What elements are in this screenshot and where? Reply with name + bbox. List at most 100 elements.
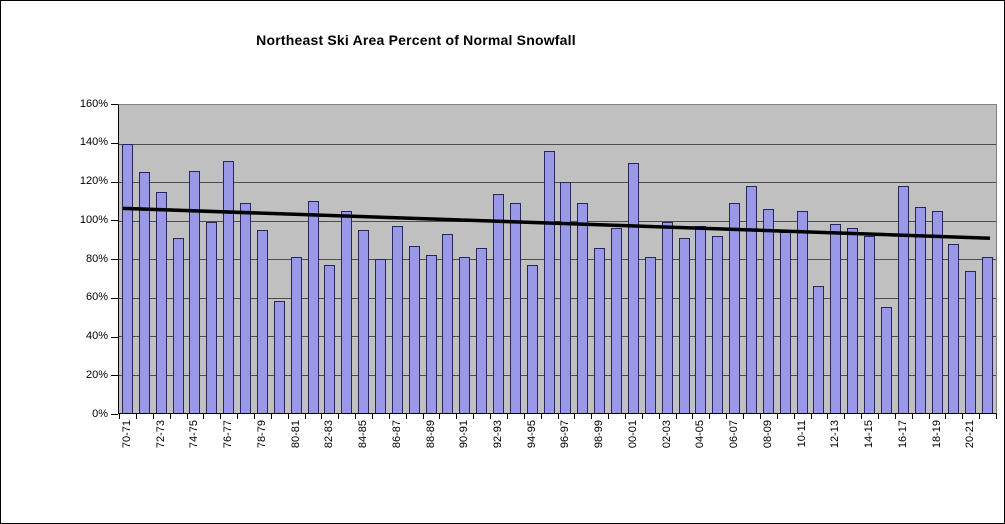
gridline [119,220,996,222]
x-axis-tick [928,414,930,419]
bar [627,162,639,413]
bar [189,170,201,413]
bar [442,234,454,413]
x-axis-tick [658,414,660,419]
bar [240,203,251,413]
x-axis-tick [675,414,677,419]
x-axis-label: 98-99 [593,420,606,449]
y-axis-label: 160% [79,97,108,110]
y-axis-tick [111,297,118,299]
gridline [119,143,996,145]
bar [813,286,825,413]
bar [931,210,943,413]
bar [577,203,589,413]
x-axis-label: 70-71 [120,420,133,449]
x-axis-tick [557,414,559,419]
bar [341,210,353,413]
x-axis-label: 10-11 [795,420,808,448]
bar [408,245,420,413]
x-axis-tick [203,414,205,419]
bar [273,301,285,413]
x-axis-tick [743,414,744,419]
x-axis-tick [641,414,643,419]
bar [948,243,960,413]
x-axis-label: 18-19 [930,420,943,449]
x-axis-tick [304,414,306,419]
x-axis-tick [388,414,390,419]
x-axis-tick [439,414,441,419]
x-axis-label: 20-21 [964,420,977,449]
x-axis-tick [372,414,373,419]
bar [256,230,268,413]
x-axis-tick [692,414,694,419]
bar [206,222,218,413]
x-axis-tick [810,414,812,419]
y-axis-label: 80% [85,252,108,265]
x-axis-tick [827,414,829,419]
y-axis-label: 100% [79,213,108,226]
bar [897,185,909,413]
x-axis-tick [355,414,357,419]
bar [762,209,774,413]
y-axis-label: 140% [79,136,108,149]
x-axis-label: 84-85 [357,420,369,449]
gridline [119,297,996,299]
x-axis-tick [793,414,795,419]
y-axis-tick [111,142,118,144]
x-axis-tick [996,414,997,419]
bar [982,257,994,413]
x-axis-label: 16-17 [896,420,909,449]
bar [965,270,977,413]
x-axis-tick [726,414,728,419]
x-axis-tick [237,414,239,419]
x-axis-label: 78-79 [255,420,268,449]
x-axis-label: 04-05 [694,420,707,449]
x-axis-tick [270,414,272,419]
bar [391,226,403,413]
x-axis-label: 92-93 [492,420,504,449]
bar [155,191,167,413]
chart-title: Northeast Ski Area Percent of Normal Sno… [256,32,576,48]
bar [914,207,926,413]
x-axis-tick [186,414,188,419]
y-axis-label: 120% [79,175,108,187]
bar [847,228,859,413]
x-axis-tick [962,414,964,419]
bar [324,264,336,413]
x-axis-tick [473,414,475,419]
x-axis-label: 12-13 [829,420,842,449]
y-axis-label: 40% [85,330,108,342]
x-axis-label: 76-77 [222,420,235,449]
x-axis-label: 96-97 [559,420,572,449]
x-axis-label: 02-03 [660,420,673,449]
x-axis-tick [861,414,863,419]
y-axis-tick [111,375,118,377]
x-axis-label: 82-83 [323,420,336,449]
x-axis-tick [405,414,407,419]
x-axis-tick [911,414,913,419]
bar [729,203,741,413]
x-axis-tick [135,414,137,419]
x-axis-tick [844,414,846,419]
x-axis-tick [540,414,542,419]
x-axis-tick [709,414,711,419]
x-axis-tick [759,414,761,419]
x-axis-tick [119,414,120,419]
x-axis-tick [608,414,610,419]
bar [459,257,471,413]
x-axis-tick [287,414,289,419]
x-axis-tick [894,414,896,419]
x-axis-tick [253,414,255,419]
gridline [119,374,996,376]
y-axis-tick [111,220,118,222]
bar [594,247,606,413]
bar [830,224,842,413]
x-axis-tick [625,414,626,419]
x-axis-tick [506,414,508,419]
x-axis-tick [523,414,525,419]
x-axis-tick [169,414,171,419]
bar [223,160,235,413]
bar [307,201,319,413]
bar [374,259,386,413]
